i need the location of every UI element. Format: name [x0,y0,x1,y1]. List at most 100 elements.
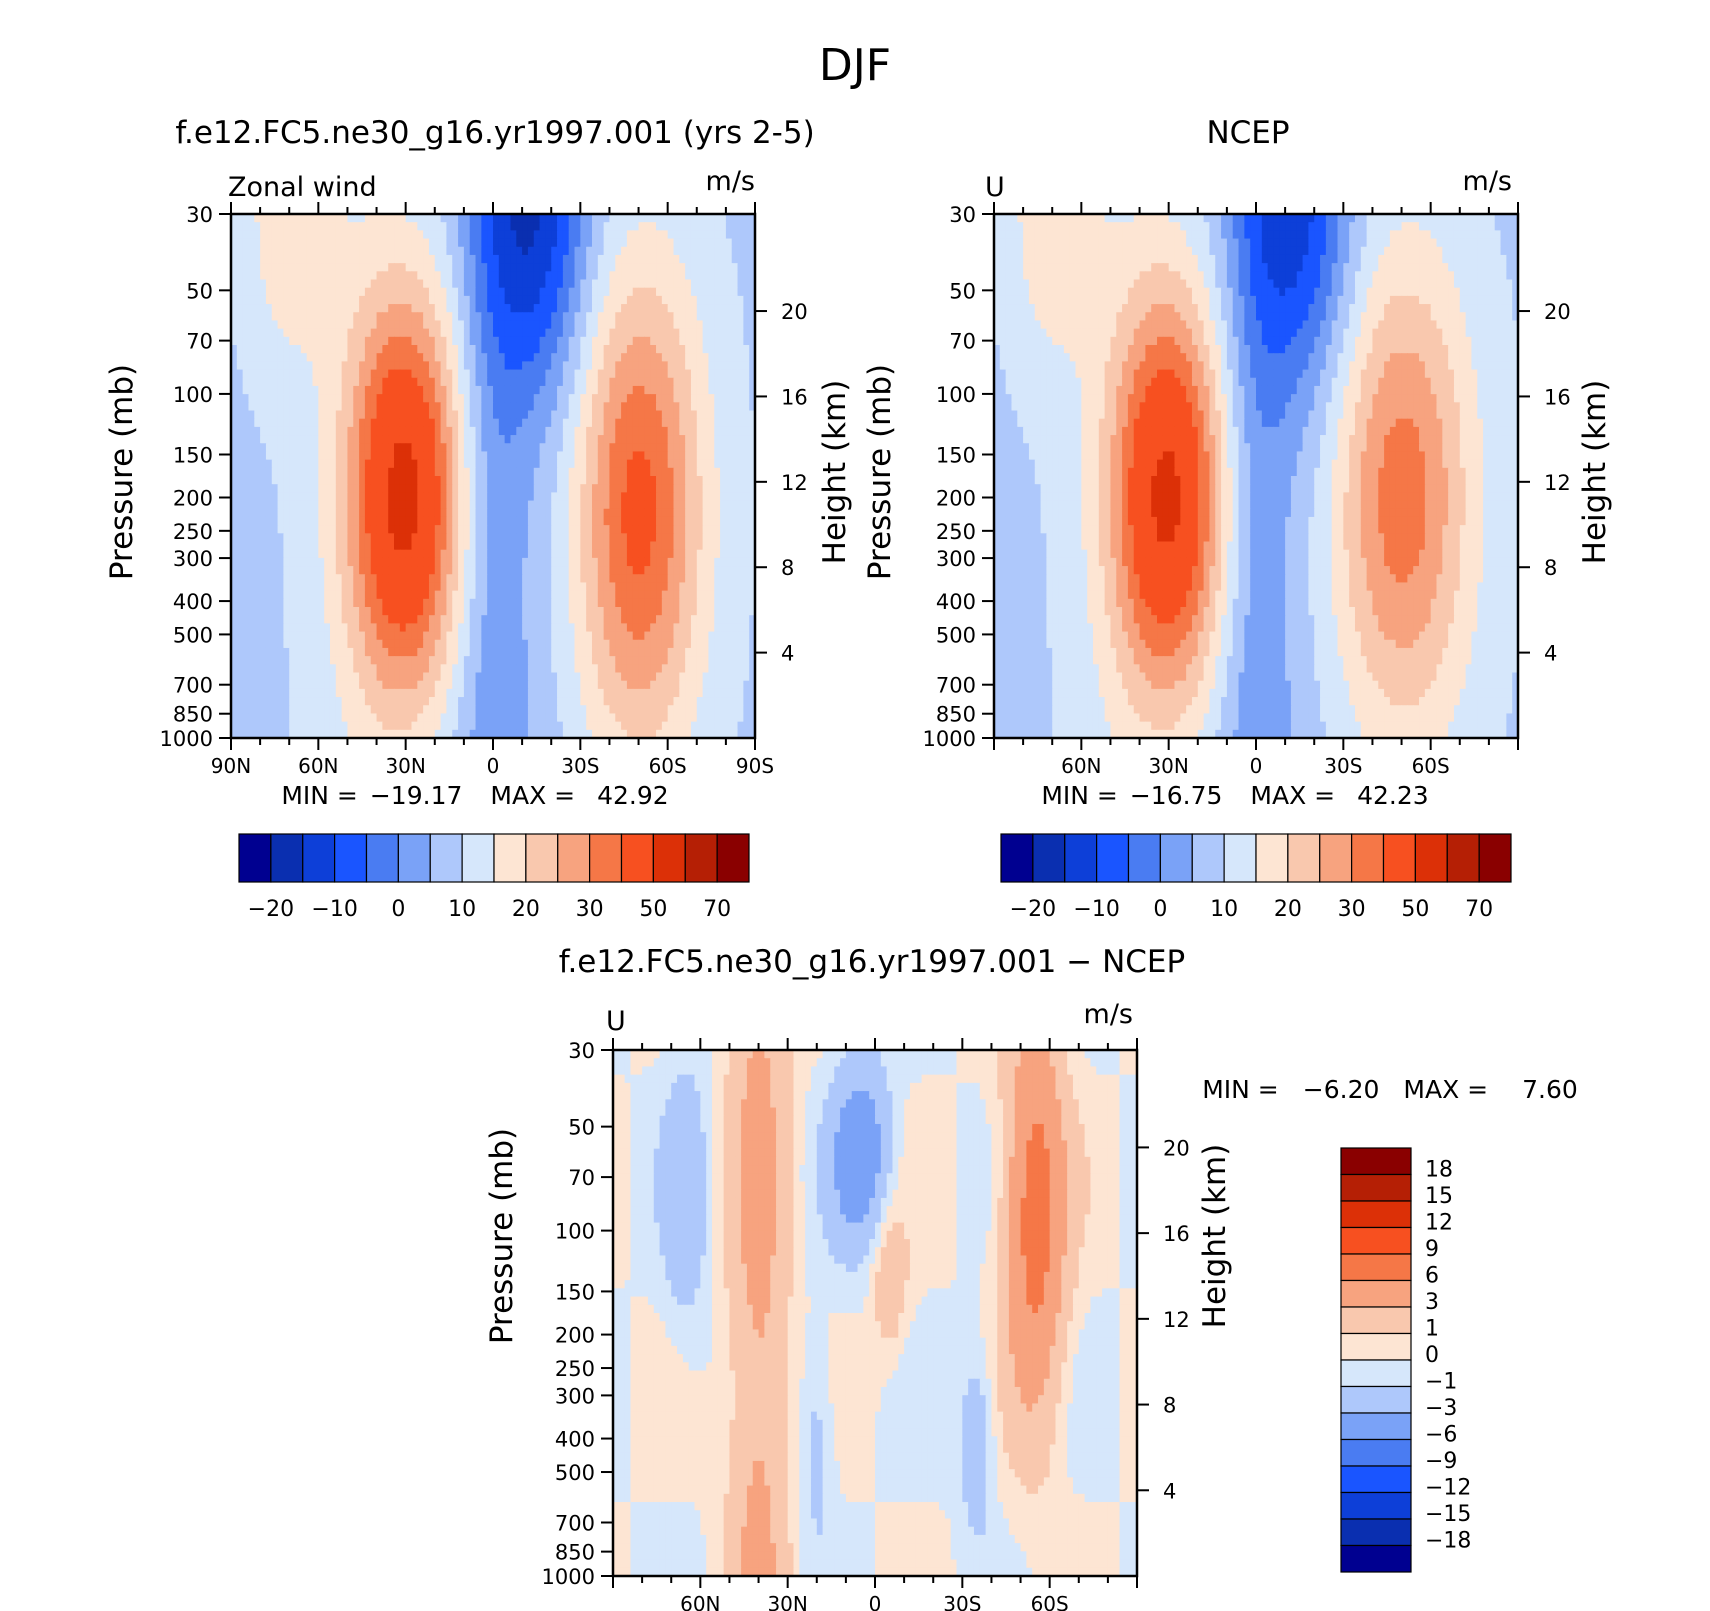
contour-cell [551,557,558,567]
contour-cell [714,656,721,665]
contour-cell [399,418,407,428]
contour-cell [318,590,325,600]
contour-cell [329,516,337,526]
contour-cell [329,320,337,330]
contour-cell [469,615,477,624]
contour-cell [452,516,459,526]
contour-cell [673,246,680,256]
contour-cell [714,418,721,428]
contour-cell [452,320,459,330]
contour-cell [254,394,261,403]
contour-cell [504,623,512,633]
contour-cell [283,492,290,502]
contour-cell [720,516,727,526]
contour-cell [300,230,308,240]
contour-cell [376,230,383,240]
contour-cell [289,246,296,256]
contour-cell [609,574,616,584]
contour-cell [621,238,628,248]
contour-cell [324,230,331,240]
contour-cell [685,320,692,330]
contour-cell [690,435,698,444]
contour-cell [423,492,430,502]
contour-cell [632,353,640,362]
contour-cell [621,410,628,420]
contour-cell [254,623,261,633]
contour-cell [574,295,581,305]
contour-cell [394,312,401,322]
contour-cell [621,287,628,297]
contour-cell [574,500,581,510]
contour-cell [644,230,651,240]
contour-cell [295,304,302,313]
contour-cell [749,385,756,395]
contour-cell [405,533,413,543]
contour-cell [248,336,255,346]
contour-cell [545,459,552,469]
contour-cell [353,222,360,231]
contour-cell [737,598,744,608]
contour-cell [731,459,739,469]
contour-cell [656,435,663,444]
contour-cell [522,541,529,551]
contour-cell [399,590,407,600]
contour-cell [446,295,453,305]
contour-cell [504,394,512,403]
contour-cell [231,598,238,608]
contour-cell [690,500,698,510]
contour-cell [650,271,657,281]
contour-cell [347,271,354,281]
contour-cell [586,402,593,412]
contour-cell [481,254,488,264]
contour-cell [656,443,663,453]
contour-cell [469,639,477,649]
contour-cell [335,656,343,665]
contour-cell [324,566,331,575]
contour-cell [376,484,383,493]
contour-cell [720,328,727,338]
contour-cell [300,312,308,322]
contour-cell [545,500,552,510]
contour-cell [586,254,593,264]
contour-cell [568,615,576,624]
contour-cell [586,451,593,461]
contour-cell [312,557,319,567]
contour-cell [504,476,512,485]
contour-cell [562,435,570,444]
contour-cell [231,467,238,477]
contour-cell [248,533,255,543]
contour-cell [644,508,651,518]
contour-cell [586,566,593,575]
contour-cell [708,443,715,453]
contour-cell [306,369,314,379]
contour-cell [615,574,622,584]
contour-cell [335,230,343,240]
contour-cell [463,566,471,575]
contour-cell [580,435,587,444]
contour-cell [510,435,517,444]
contour-cell [277,254,284,264]
contour-cell [312,549,319,559]
contour-cell [394,492,401,502]
contour-cell [690,263,698,272]
contour-cell [679,647,686,657]
contour-cell [353,304,360,313]
contour-cell [714,607,721,616]
contour-cell [702,516,710,526]
contour-cell [586,230,593,240]
contour-cell [510,623,517,633]
contour-cell [562,222,570,231]
contour-cell [673,525,680,534]
contour-cell [673,345,680,354]
contour-cell [539,508,546,518]
contour-cell [702,287,710,297]
contour-cell [679,484,686,493]
contour-cell [260,377,267,387]
contour-cell [731,557,739,567]
contour-cell [650,377,657,387]
contour-cell [696,639,704,649]
contour-cell [638,516,645,526]
contour-cell [725,566,733,575]
contour-cell [562,279,570,289]
contour-cell [277,394,284,403]
